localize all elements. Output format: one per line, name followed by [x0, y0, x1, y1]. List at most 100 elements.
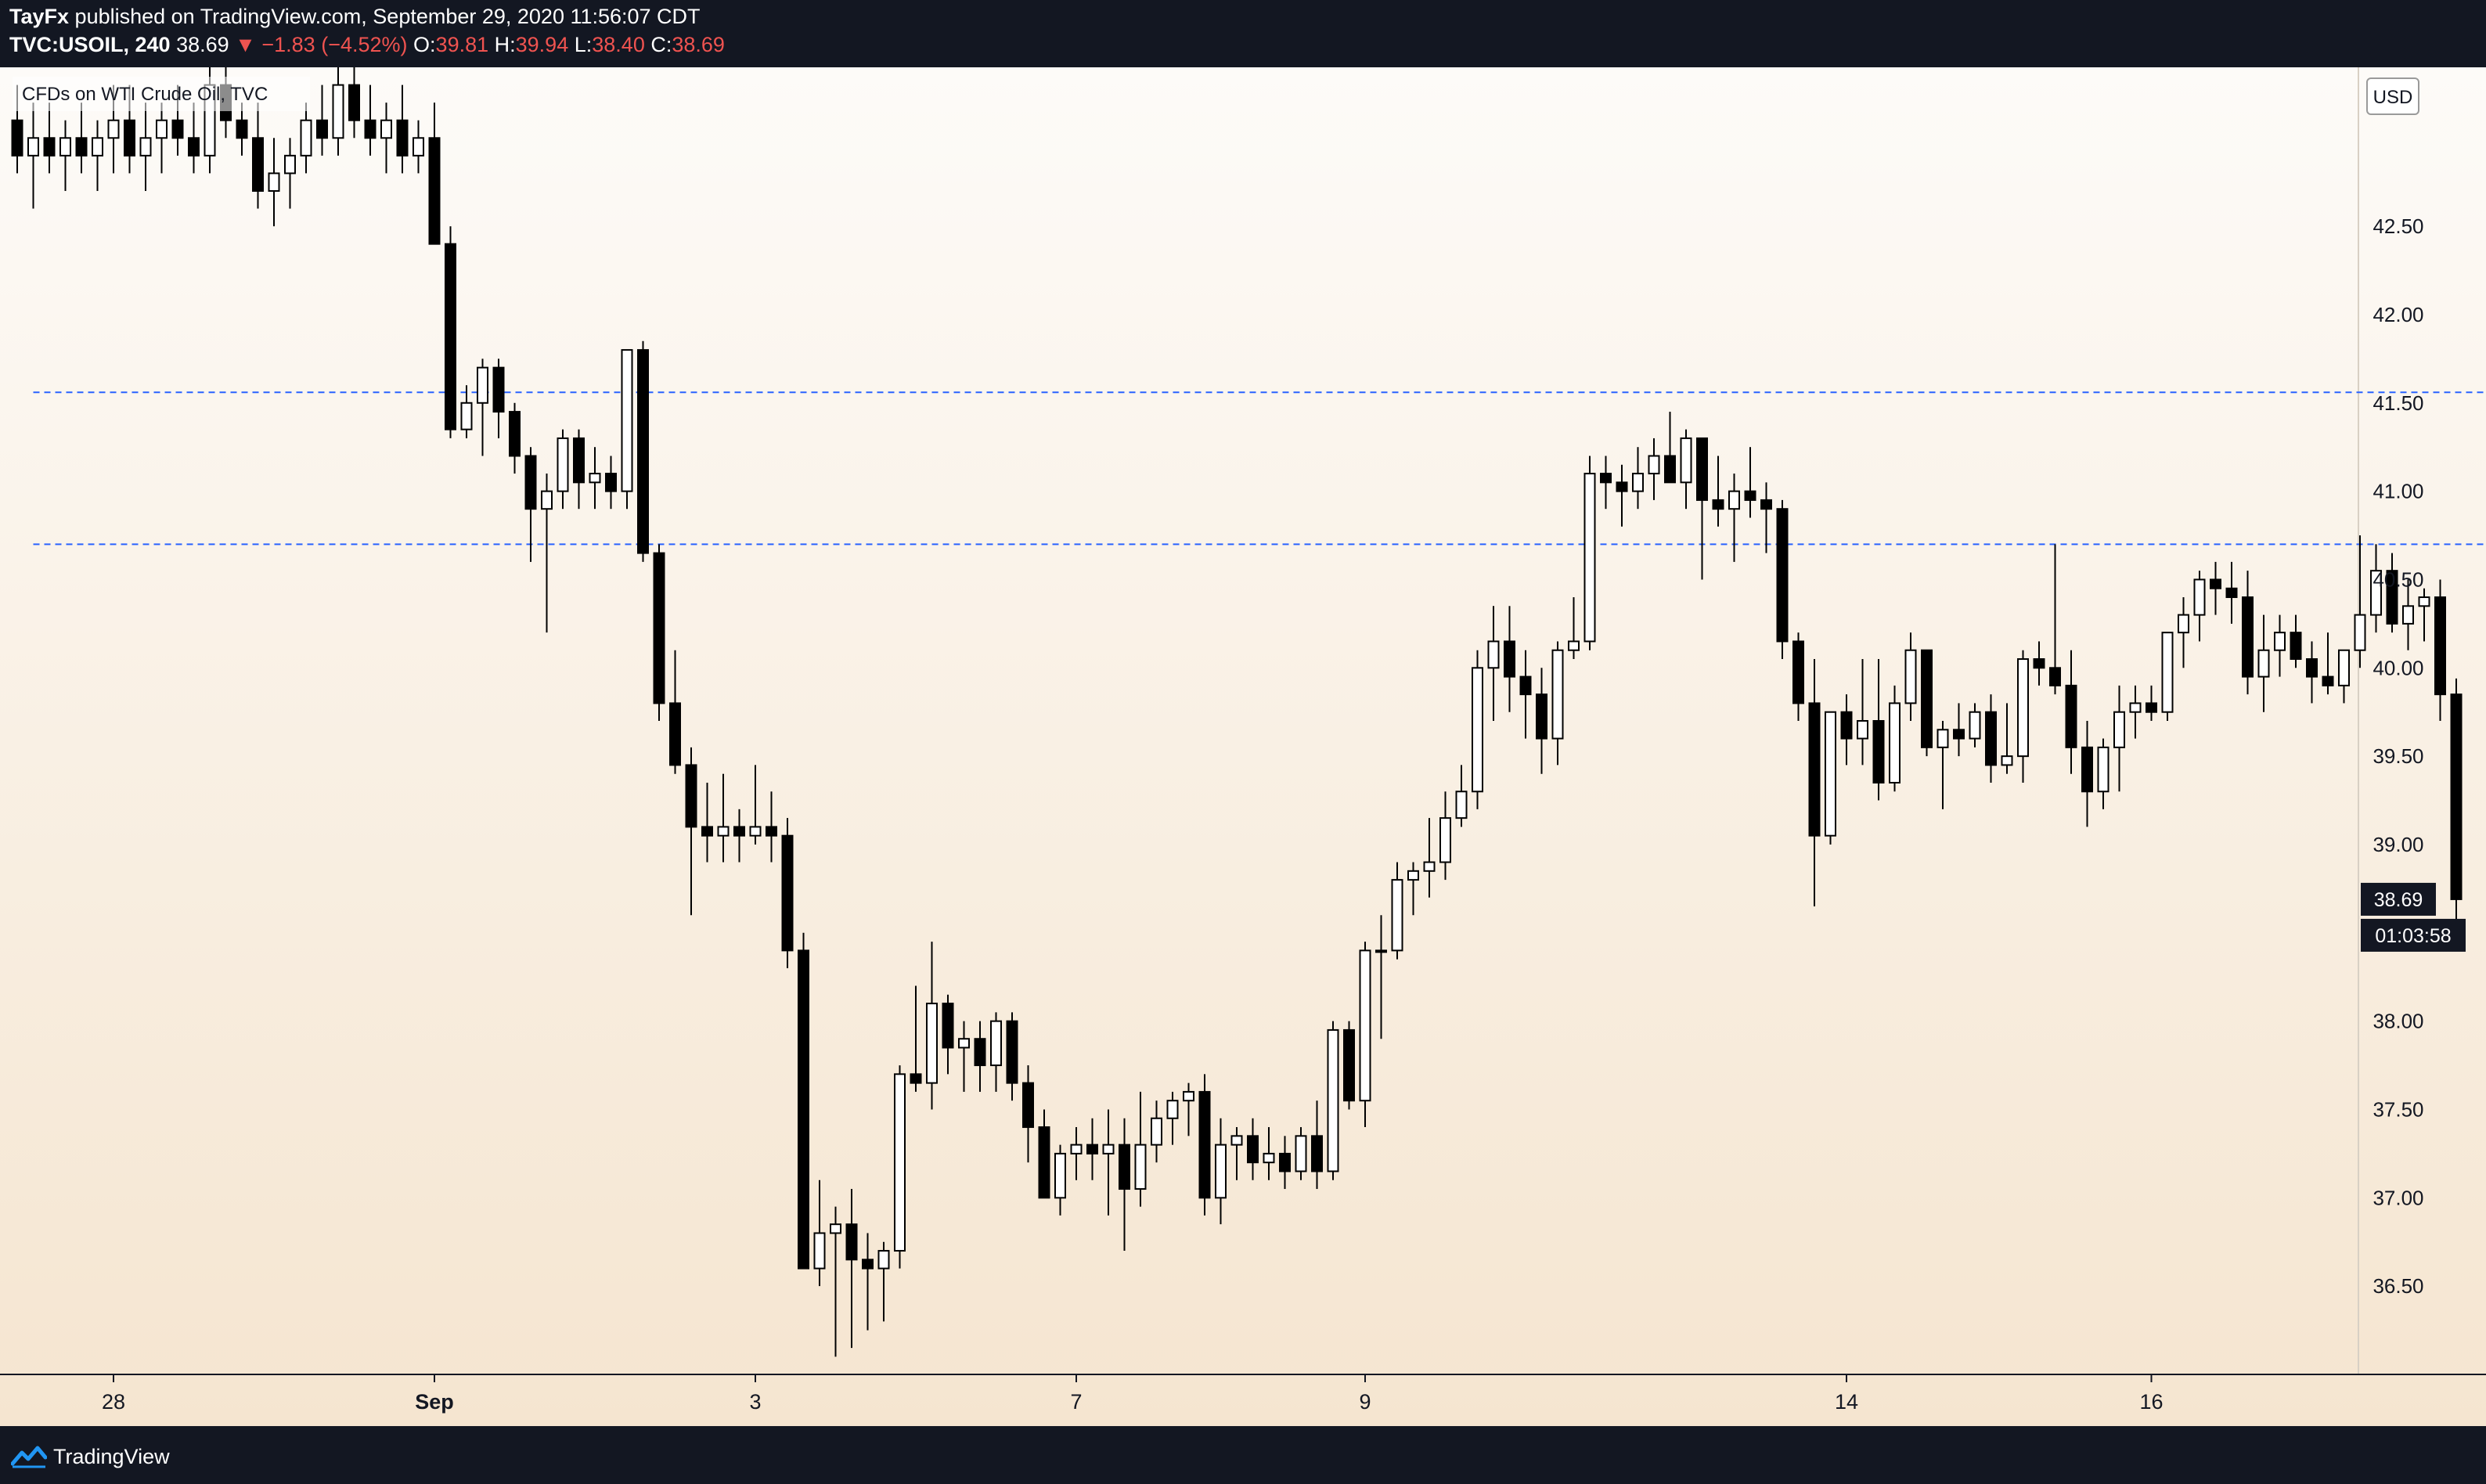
- candle-74[interactable]: [1198, 1074, 1211, 1216]
- candle-45[interactable]: [733, 809, 745, 863]
- candle-59[interactable]: [958, 1021, 970, 1092]
- candle-18[interactable]: [300, 103, 312, 174]
- candle-51[interactable]: [830, 1206, 841, 1357]
- candle-99[interactable]: [1600, 456, 1612, 510]
- candle-133[interactable]: [2146, 685, 2157, 721]
- candle-131[interactable]: [2113, 685, 2125, 792]
- candle-124[interactable]: [2001, 703, 2013, 774]
- candle-26[interactable]: [428, 103, 441, 245]
- candle-81[interactable]: [1311, 1100, 1323, 1190]
- candle-141[interactable]: [2274, 614, 2286, 677]
- candle-96[interactable]: [1551, 641, 1564, 765]
- candle-53[interactable]: [862, 1233, 874, 1331]
- candle-37[interactable]: [605, 456, 617, 510]
- candle-120[interactable]: [1937, 721, 1949, 809]
- candle-143[interactable]: [2306, 641, 2318, 704]
- candle-35[interactable]: [573, 429, 585, 510]
- candle-76[interactable]: [1230, 1127, 1243, 1180]
- candle-84[interactable]: [1359, 942, 1371, 1128]
- candle-125[interactable]: [2017, 650, 2029, 783]
- candle-22[interactable]: [364, 85, 377, 156]
- candle-139[interactable]: [2242, 571, 2254, 695]
- candle-38[interactable]: [621, 349, 633, 510]
- candle-92[interactable]: [1487, 606, 1500, 721]
- candle-8[interactable]: [139, 103, 152, 191]
- candles[interactable]: [11, 67, 2463, 1357]
- candle-33[interactable]: [541, 474, 553, 633]
- candle-111[interactable]: [1792, 632, 1804, 721]
- candle-80[interactable]: [1295, 1127, 1307, 1180]
- candle-4[interactable]: [75, 103, 88, 174]
- candle-148[interactable]: [2386, 553, 2398, 633]
- candle-48[interactable]: [781, 818, 794, 968]
- candle-83[interactable]: [1343, 1021, 1355, 1110]
- candle-79[interactable]: [1279, 1136, 1291, 1190]
- candle-52[interactable]: [845, 1189, 858, 1349]
- candle-104[interactable]: [1680, 429, 1692, 510]
- candle-152[interactable]: [2450, 678, 2463, 951]
- candle-127[interactable]: [2049, 544, 2061, 695]
- candle-28[interactable]: [460, 385, 473, 438]
- candle-34[interactable]: [557, 429, 569, 510]
- candle-62[interactable]: [1006, 1012, 1018, 1101]
- candle-68[interactable]: [1102, 1109, 1115, 1216]
- candle-106[interactable]: [1712, 456, 1724, 527]
- candle-2[interactable]: [43, 103, 56, 174]
- candle-108[interactable]: [1744, 447, 1756, 518]
- candle-138[interactable]: [2225, 561, 2238, 624]
- candle-91[interactable]: [1472, 650, 1483, 809]
- candle-11[interactable]: [188, 103, 200, 174]
- candle-87[interactable]: [1407, 862, 1419, 916]
- candle-90[interactable]: [1455, 765, 1468, 827]
- currency-label[interactable]: USD: [2366, 77, 2419, 115]
- candle-21[interactable]: [348, 67, 360, 139]
- candle-105[interactable]: [1696, 437, 1708, 580]
- candle-150[interactable]: [2418, 588, 2430, 642]
- candle-17[interactable]: [284, 138, 296, 209]
- candle-122[interactable]: [1969, 703, 1981, 747]
- price-axis[interactable]: 36.5037.0037.5038.0038.5039.0039.5040.00…: [2373, 214, 2423, 1298]
- candle-46[interactable]: [749, 765, 762, 845]
- candle-89[interactable]: [1439, 791, 1451, 881]
- candle-3[interactable]: [59, 120, 71, 191]
- candle-69[interactable]: [1119, 1118, 1130, 1252]
- candle-135[interactable]: [2178, 597, 2189, 668]
- candle-27[interactable]: [445, 226, 456, 438]
- candle-19[interactable]: [316, 85, 328, 156]
- candle-147[interactable]: [2370, 544, 2382, 633]
- candle-29[interactable]: [477, 358, 488, 456]
- candle-5[interactable]: [92, 120, 103, 191]
- candle-43[interactable]: [701, 782, 713, 863]
- candle-102[interactable]: [1648, 438, 1660, 500]
- candle-103[interactable]: [1664, 412, 1676, 484]
- symbol-label[interactable]: TVC:USOIL, 240: [9, 33, 171, 56]
- candle-114[interactable]: [1840, 694, 1853, 765]
- candle-78[interactable]: [1263, 1127, 1275, 1180]
- candle-134[interactable]: [2161, 632, 2174, 721]
- candle-110[interactable]: [1776, 499, 1789, 660]
- candle-97[interactable]: [1568, 597, 1580, 660]
- candle-75[interactable]: [1215, 1118, 1227, 1225]
- candle-142[interactable]: [2290, 614, 2302, 668]
- candle-140[interactable]: [2257, 614, 2270, 712]
- candle-118[interactable]: [1904, 632, 1917, 721]
- candle-146[interactable]: [2354, 535, 2366, 668]
- candle-88[interactable]: [1423, 818, 1436, 898]
- candle-117[interactable]: [1889, 685, 1901, 792]
- candle-36[interactable]: [589, 447, 601, 510]
- candle-61[interactable]: [990, 1012, 1002, 1092]
- candle-14[interactable]: [236, 103, 248, 156]
- candle-126[interactable]: [2033, 641, 2045, 686]
- currency-label-box[interactable]: [2366, 77, 2419, 115]
- candle-115[interactable]: [1857, 659, 1868, 765]
- candle-50[interactable]: [813, 1180, 826, 1287]
- candle-65[interactable]: [1054, 1144, 1066, 1216]
- tradingview-brand[interactable]: TradingView: [11, 1443, 170, 1470]
- candle-100[interactable]: [1616, 464, 1628, 527]
- candle-67[interactable]: [1086, 1118, 1098, 1180]
- candle-101[interactable]: [1632, 447, 1644, 510]
- candle-15[interactable]: [252, 103, 264, 209]
- candle-70[interactable]: [1134, 1091, 1147, 1207]
- author-name[interactable]: TayFx: [9, 5, 70, 28]
